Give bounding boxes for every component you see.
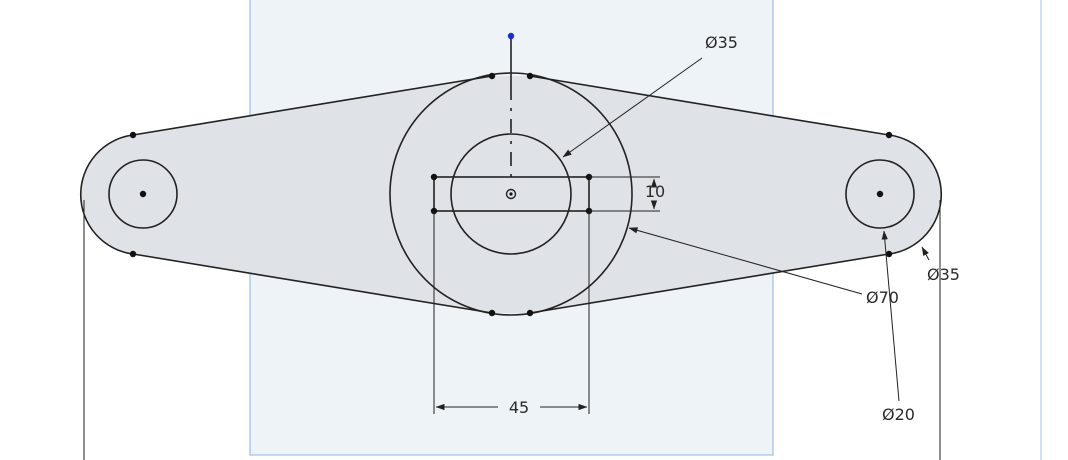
construction-endpoint[interactable] bbox=[507, 32, 515, 40]
sketch-point[interactable] bbox=[488, 309, 496, 317]
sketch-point[interactable] bbox=[526, 72, 534, 80]
right-hole-diameter-label[interactable]: Ø20 bbox=[882, 405, 915, 424]
center-hole-diameter-dimension[interactable]: Ø35 bbox=[562, 33, 738, 158]
left-hole-circle[interactable] bbox=[108, 159, 178, 229]
leader-line bbox=[881, 230, 900, 402]
sketch-point[interactable] bbox=[885, 250, 893, 258]
sketch-point[interactable] bbox=[488, 72, 496, 80]
sketch-point[interactable] bbox=[129, 131, 137, 139]
left-center-point[interactable] bbox=[139, 190, 147, 198]
top-right-tangent-line[interactable] bbox=[529, 75, 890, 136]
center-hole-circle[interactable] bbox=[450, 133, 572, 255]
origin-point[interactable] bbox=[509, 192, 513, 196]
sketch-point[interactable] bbox=[885, 131, 893, 139]
hub-diameter-label[interactable]: Ø70 bbox=[866, 288, 899, 307]
right-boss-diameter-label[interactable]: Ø35 bbox=[927, 265, 960, 284]
left-boss-arc[interactable] bbox=[80, 134, 134, 255]
slot-width-label[interactable]: 45 bbox=[509, 398, 529, 417]
right-boss-arc[interactable] bbox=[888, 134, 942, 255]
right-hole-diameter-dimension[interactable]: Ø20 bbox=[881, 230, 915, 424]
top-left-tangent-line[interactable] bbox=[132, 75, 493, 136]
slot-height-label[interactable]: 10 bbox=[645, 182, 665, 201]
right-boss-diameter-dimension[interactable]: Ø35 bbox=[921, 246, 960, 284]
bottom-left-tangent-line[interactable] bbox=[132, 253, 493, 314]
sketch-point[interactable] bbox=[129, 250, 137, 258]
leader-line bbox=[628, 227, 863, 295]
slot-corner-point[interactable] bbox=[430, 173, 438, 181]
origin-marker[interactable] bbox=[505, 188, 517, 200]
slot-width-dimension[interactable]: 45 bbox=[435, 398, 588, 417]
right-center-point[interactable] bbox=[876, 190, 884, 198]
leader-line bbox=[562, 57, 703, 158]
sketch-point[interactable] bbox=[526, 309, 534, 317]
bottom-right-tangent-line[interactable] bbox=[529, 253, 890, 314]
leader-line bbox=[921, 246, 930, 261]
slot-height-dimension[interactable]: 10 bbox=[645, 178, 665, 210]
center-hole-diameter-label[interactable]: Ø35 bbox=[705, 33, 738, 52]
right-hole-circle[interactable] bbox=[845, 159, 915, 229]
